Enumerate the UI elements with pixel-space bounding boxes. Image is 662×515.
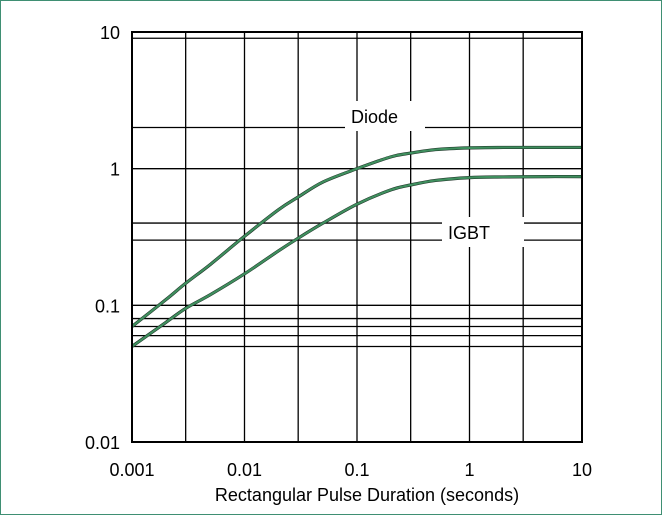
diode-label-background	[345, 101, 425, 131]
igbt-label-background	[442, 217, 524, 247]
y-tick-labels: 0.01 0.1 1 10	[85, 23, 120, 453]
y-tick-label-2: 1	[110, 160, 120, 180]
x-tick-label-1: 0.01	[227, 460, 262, 480]
series-layer	[131, 145, 583, 348]
igbt-curve	[131, 175, 583, 348]
curve-labels: Diode IGBT	[345, 101, 524, 247]
x-tick-label-0: 0.001	[109, 460, 154, 480]
x-tick-label-2: 0.1	[344, 460, 369, 480]
y-tick-label-3: 10	[100, 23, 120, 43]
x-tick-label-4: 10	[572, 460, 592, 480]
x-tick-label-3: 1	[464, 460, 474, 480]
diode-curve-label: Diode	[351, 107, 398, 127]
y-tick-label-1: 0.1	[95, 296, 120, 316]
x-tick-labels: 0.001 0.01 0.1 1 10	[109, 460, 592, 480]
plot-border	[131, 31, 583, 443]
igbt-curve-label: IGBT	[448, 223, 490, 243]
y-tick-label-0: 0.01	[85, 433, 120, 453]
x-axis-label: Rectangular Pulse Duration (seconds)	[215, 485, 519, 505]
diode-curve	[131, 146, 582, 328]
